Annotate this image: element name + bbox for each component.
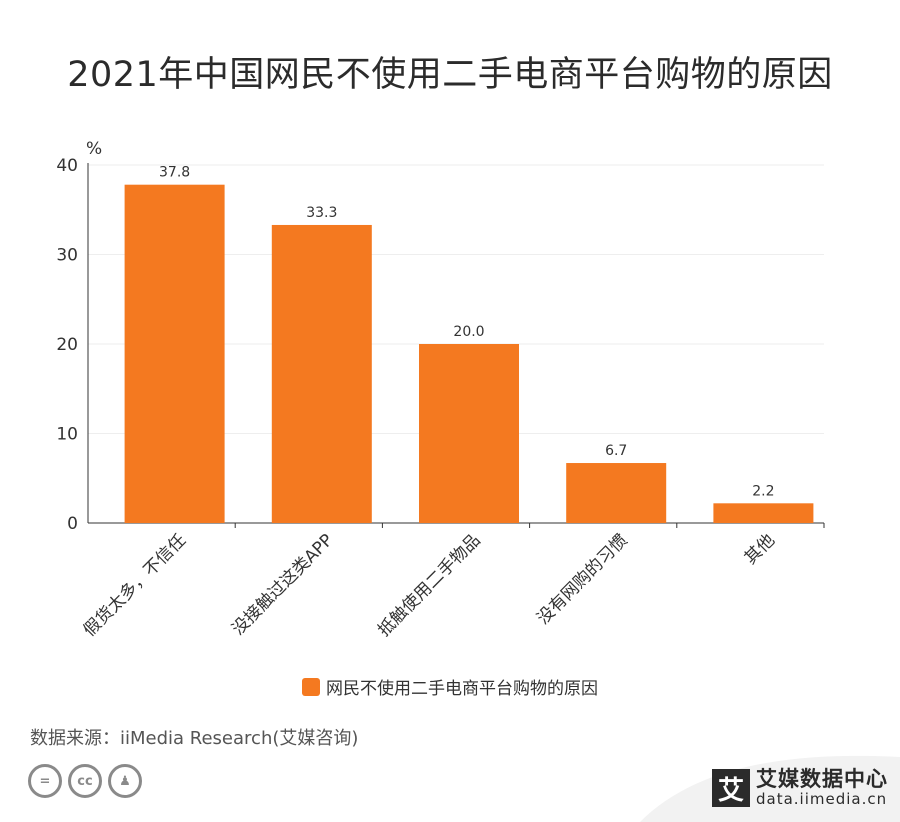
legend[interactable]: 网民不使用二手电商平台购物的原因 xyxy=(0,674,900,699)
equals-icon: = xyxy=(28,764,62,798)
x-tick-label: 其他 xyxy=(741,530,779,568)
x-tick-label: 假货太多，不信任 xyxy=(80,530,190,640)
legend-swatch xyxy=(302,677,320,696)
y-tick-label: 40 xyxy=(56,156,78,176)
brand-logo-icon: 艾 xyxy=(712,769,750,807)
license-icons: = cc ♟ xyxy=(28,764,142,798)
bar xyxy=(419,344,519,523)
x-tick-label: 没有网购的习惯 xyxy=(533,530,631,628)
data-label: 2.2 xyxy=(752,483,774,499)
brand: 艾 艾媒数据中心 data.iimedia.cn xyxy=(712,768,888,808)
y-tick-label: 10 xyxy=(56,425,78,445)
brand-name: 艾媒数据中心 xyxy=(756,767,888,791)
x-tick-label: 抵触使用二手物品 xyxy=(374,530,485,641)
chart-title: 2021年中国网民不使用二手电商平台购物的原因 xyxy=(67,55,833,95)
x-tick-label: 没接触过这类APP xyxy=(228,530,337,639)
brand-url: data.iimedia.cn xyxy=(756,790,888,808)
data-label: 6.7 xyxy=(605,443,627,459)
y-tick-label: 30 xyxy=(56,246,78,266)
bar xyxy=(713,503,814,523)
legend-label: 网民不使用二手电商平台购物的原因 xyxy=(326,679,598,699)
y-tick-label: 20 xyxy=(56,335,78,355)
y-axis-label: % xyxy=(86,139,102,159)
data-source: 数据来源：iiMedia Research(艾媒咨询) xyxy=(30,728,359,749)
data-label: 37.8 xyxy=(159,165,190,181)
data-label: 33.3 xyxy=(306,205,337,221)
bar xyxy=(271,224,372,523)
data-label: 20.0 xyxy=(453,324,484,340)
brand-background xyxy=(640,755,900,822)
bar xyxy=(566,463,667,523)
person-icon: ♟ xyxy=(108,764,142,798)
y-tick-label: 0 xyxy=(67,514,78,534)
bar xyxy=(124,184,225,523)
cc-icon: cc xyxy=(68,764,102,798)
